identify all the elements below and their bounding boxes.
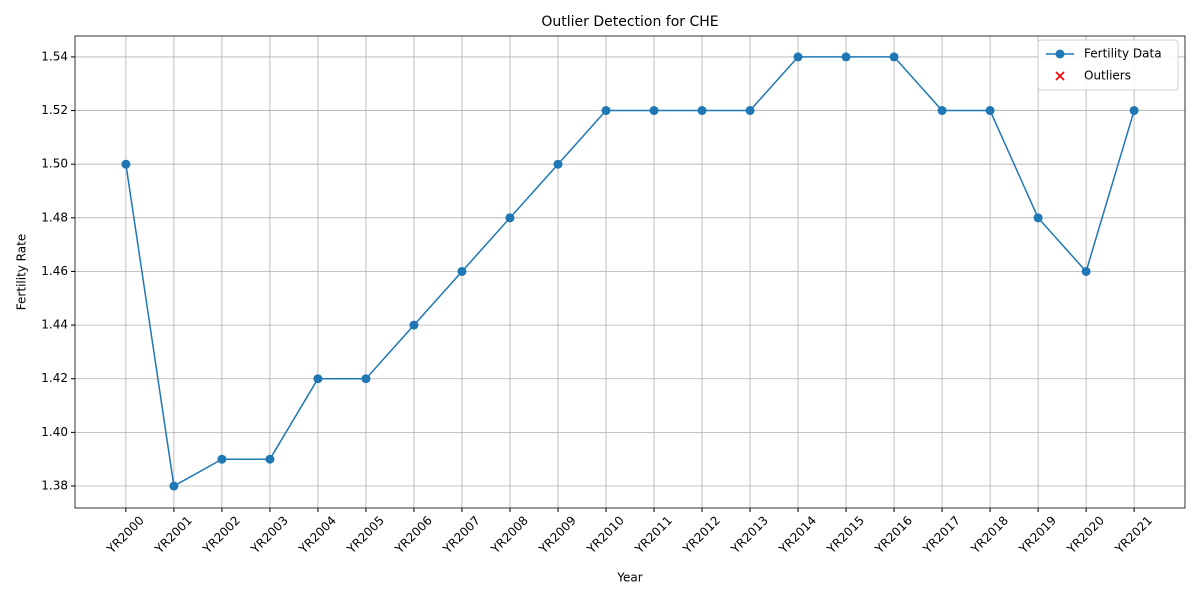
data-point — [745, 106, 755, 116]
data-point — [1081, 266, 1091, 276]
data-point — [649, 106, 659, 116]
y-tick-label: 1.44 — [41, 318, 68, 332]
data-point — [505, 213, 515, 223]
x-tick-label: YR2018 — [968, 513, 1011, 556]
data-point — [169, 481, 179, 491]
data-point — [121, 159, 131, 169]
x-tick-label: YR2019 — [1016, 513, 1059, 556]
data-point — [217, 454, 227, 464]
data-point — [265, 454, 275, 464]
data-point — [793, 52, 803, 62]
data-point — [409, 320, 419, 330]
y-tick-label: 1.42 — [41, 371, 68, 385]
x-tick-label: YR2017 — [920, 513, 963, 556]
legend-label: Fertility Data — [1084, 47, 1162, 61]
x-tick-label: YR2021 — [1112, 513, 1155, 556]
legend-marker — [1055, 71, 1065, 81]
data-point — [985, 106, 995, 116]
legend-box — [1037, 39, 1179, 91]
x-tick-label: YR2016 — [872, 513, 915, 556]
data-point — [601, 106, 611, 116]
x-tick-label: YR2003 — [248, 513, 291, 556]
x-tick-label: YR2012 — [680, 513, 723, 556]
y-tick-label: 1.52 — [41, 103, 68, 117]
y-tick-label: 1.50 — [41, 157, 68, 171]
data-point — [937, 106, 947, 116]
y-tick-label: 1.40 — [41, 425, 68, 439]
data-point — [1129, 106, 1139, 116]
x-tick-label: YR2005 — [344, 513, 387, 556]
y-tick-label: 1.46 — [41, 264, 68, 278]
data-point — [457, 266, 467, 276]
data-point — [1033, 213, 1043, 223]
series-line — [125, 56, 1135, 488]
y-tick-label: 1.38 — [41, 479, 68, 493]
legend-label: Outliers — [1084, 69, 1131, 83]
chart-title: Outlier Detection for CHE — [541, 14, 718, 30]
x-tick-label: YR2011 — [632, 513, 675, 556]
data-point — [889, 52, 899, 62]
x-tick-label: YR2007 — [440, 513, 483, 556]
x-tick-label: YR2009 — [536, 513, 579, 556]
y-axis-label: Fertility Rate — [15, 234, 29, 310]
y-tick-label: 1.54 — [41, 49, 68, 63]
x-axis-label: Year — [616, 571, 642, 585]
legend-marker — [1055, 49, 1065, 59]
x-tick-label: YR2013 — [728, 513, 771, 556]
x-tick-label: YR2010 — [584, 513, 627, 556]
x-tick-label: YR2000 — [104, 513, 147, 556]
plot-frame — [74, 35, 1186, 509]
data-point — [361, 374, 371, 384]
x-tick-label: YR2006 — [392, 513, 435, 556]
data-point — [697, 106, 707, 116]
y-tick-label: 1.48 — [41, 210, 68, 224]
x-tick-label: YR2002 — [200, 513, 243, 556]
x-tick-label: YR2001 — [152, 513, 195, 556]
x-tick-label: YR2004 — [296, 513, 339, 556]
data-point — [553, 159, 563, 169]
x-tick-label: YR2015 — [824, 513, 867, 556]
data-point — [841, 52, 851, 62]
x-tick-label: YR2014 — [776, 513, 819, 556]
x-tick-label: YR2020 — [1064, 513, 1107, 556]
data-point — [313, 374, 323, 384]
x-tick-label: YR2008 — [488, 513, 531, 556]
